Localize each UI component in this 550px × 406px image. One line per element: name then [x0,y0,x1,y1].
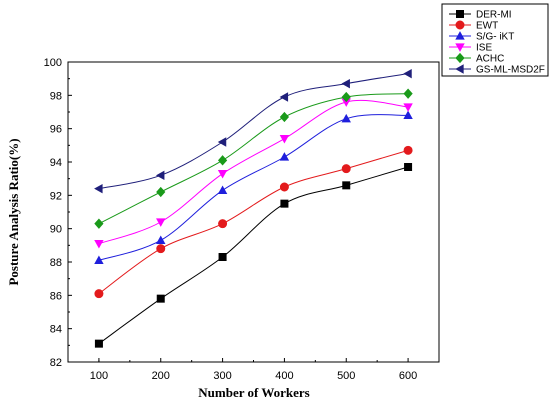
data-point [217,137,227,147]
data-point [341,78,350,89]
legend-entry: EWT [449,20,498,32]
data-point [94,289,104,299]
data-point [279,152,290,161]
data-point [155,170,165,181]
legend-marker [455,31,465,40]
legend-label: EWT [476,21,498,32]
y-axis-title: Posture Analysis Ratio(%) [6,138,21,285]
legend-label: DER-MI [476,10,512,21]
data-point [279,135,290,144]
legend-entry: ACHC [449,52,504,65]
data-point [279,182,289,192]
data-point [279,92,289,102]
series-gs-ml-msd2f [94,68,412,194]
plot-frame [67,61,440,363]
y-tick-label: 90 [50,224,62,236]
legend-entry: GS-ML-MSD2F [449,64,545,76]
data-point [156,186,166,198]
data-point [341,91,351,103]
legend-label: S/G- iKT [476,32,514,43]
y-tick-label: 98 [50,90,62,102]
data-point [217,185,228,194]
x-tick-label: 400 [275,370,293,382]
legend-marker [455,43,465,52]
data-point [156,294,165,303]
y-tick-label: 86 [50,290,62,302]
series-line [98,73,409,190]
data-point [403,110,413,119]
data-point [403,103,413,112]
data-point [94,339,103,348]
series-line [98,99,409,245]
series-line [98,149,409,295]
y-tick-label: 94 [50,157,62,169]
legend-marker [455,52,465,64]
data-point [156,218,166,227]
legend-label: ISE [476,43,492,54]
series-achc [94,88,413,229]
data-point [217,155,228,166]
x-axis-title: Number of Workers [198,385,309,400]
series-line [98,114,409,261]
legend-label: ACHC [476,54,504,65]
data-point [341,113,351,123]
data-point [342,181,351,190]
x-tick-label: 200 [152,370,170,382]
x-axis: 100 200 300 400 500 600 [90,358,417,382]
data-point [279,111,290,123]
y-tick-label: 92 [50,190,62,202]
y-tick-label: 82 [50,357,62,369]
series-line [98,166,409,345]
data-point [403,145,413,155]
series-der-mi [94,163,413,348]
y-tick-label: 100 [44,57,62,69]
legend-marker [455,20,465,30]
legend-entry: DER-MI [449,10,512,21]
y-tick-label: 96 [50,124,62,136]
data-point [341,164,351,174]
data-point [94,218,104,229]
y-tick-label: 84 [50,324,62,336]
data-point [403,88,413,99]
series-ewt [94,145,413,299]
x-tick-label: 600 [399,370,417,382]
data-point [403,68,412,79]
data-point [94,183,103,194]
x-tick-label: 500 [337,370,355,382]
y-axis: 82 84 86 88 90 92 94 96 98 100 [44,57,72,369]
series-line [98,93,409,225]
data-point [156,244,166,254]
data-point [94,240,104,249]
data-point [218,219,228,229]
legend-label: GS-ML-MSD2F [476,65,545,76]
x-tick-label: 300 [213,370,231,382]
legend-entry: ISE [449,43,492,54]
data-point [404,163,413,172]
data-point [217,170,228,179]
series-s-g-ikt [94,110,413,264]
data-point [94,255,104,264]
series-group [94,68,413,348]
legend-entry: S/G- iKT [449,31,514,43]
legend-marker [455,10,464,19]
data-point [218,253,227,262]
data-point [280,199,289,208]
legend-marker [455,64,464,74]
y-tick-label: 88 [50,257,62,269]
x-tick-label: 100 [90,370,108,382]
data-point [156,235,166,244]
